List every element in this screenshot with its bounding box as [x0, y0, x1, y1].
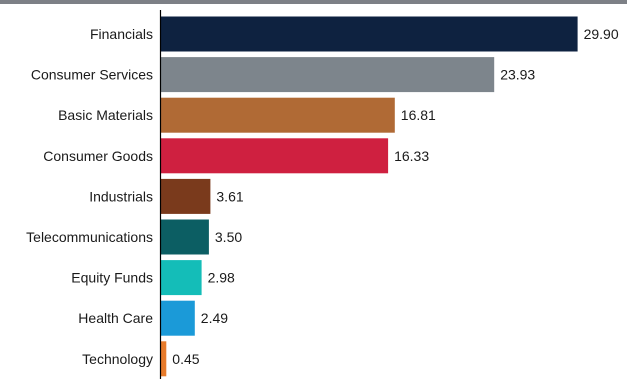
bar-basic-materials — [160, 97, 395, 133]
value-label-industrials: 3.61 — [216, 188, 243, 204]
bar-telecommunications — [160, 219, 209, 255]
value-label-consumer-goods: 16.33 — [394, 148, 429, 164]
category-label-consumer-services: Consumer Services — [31, 67, 153, 83]
category-label-telecommunications: Telecommunications — [26, 229, 153, 245]
bar-industrials — [160, 178, 211, 214]
category-labels: Financials Consumer Services Basic Materia… — [26, 26, 153, 367]
bar-financials — [160, 16, 578, 52]
category-label-technology: Technology — [82, 351, 153, 367]
value-labels: 29.90 23.93 16.81 16.33 3.61 3.50 2.98 2.49 0.45 — [172, 26, 619, 367]
bar-consumer-goods — [160, 138, 389, 174]
value-label-equity-funds: 2.98 — [208, 270, 235, 286]
value-label-technology: 0.45 — [172, 351, 199, 367]
value-label-health-care: 2.49 — [201, 310, 228, 326]
category-label-basic-materials: Basic Materials — [58, 107, 153, 123]
bar-consumer-services — [160, 57, 495, 93]
top-border — [0, 0, 627, 4]
bars-group — [160, 16, 578, 377]
bar-technology — [160, 341, 167, 377]
category-label-equity-funds: Equity Funds — [71, 270, 153, 286]
category-label-consumer-goods: Consumer Goods — [43, 148, 153, 164]
category-label-financials: Financials — [90, 26, 153, 42]
value-label-telecommunications: 3.50 — [215, 229, 242, 245]
category-label-health-care: Health Care — [78, 310, 153, 326]
value-label-financials: 29.90 — [584, 26, 619, 42]
category-label-industrials: Industrials — [89, 188, 153, 204]
bar-health-care — [160, 300, 195, 336]
value-label-consumer-services: 23.93 — [500, 67, 535, 83]
value-label-basic-materials: 16.81 — [401, 107, 436, 123]
bar-equity-funds — [160, 260, 202, 296]
